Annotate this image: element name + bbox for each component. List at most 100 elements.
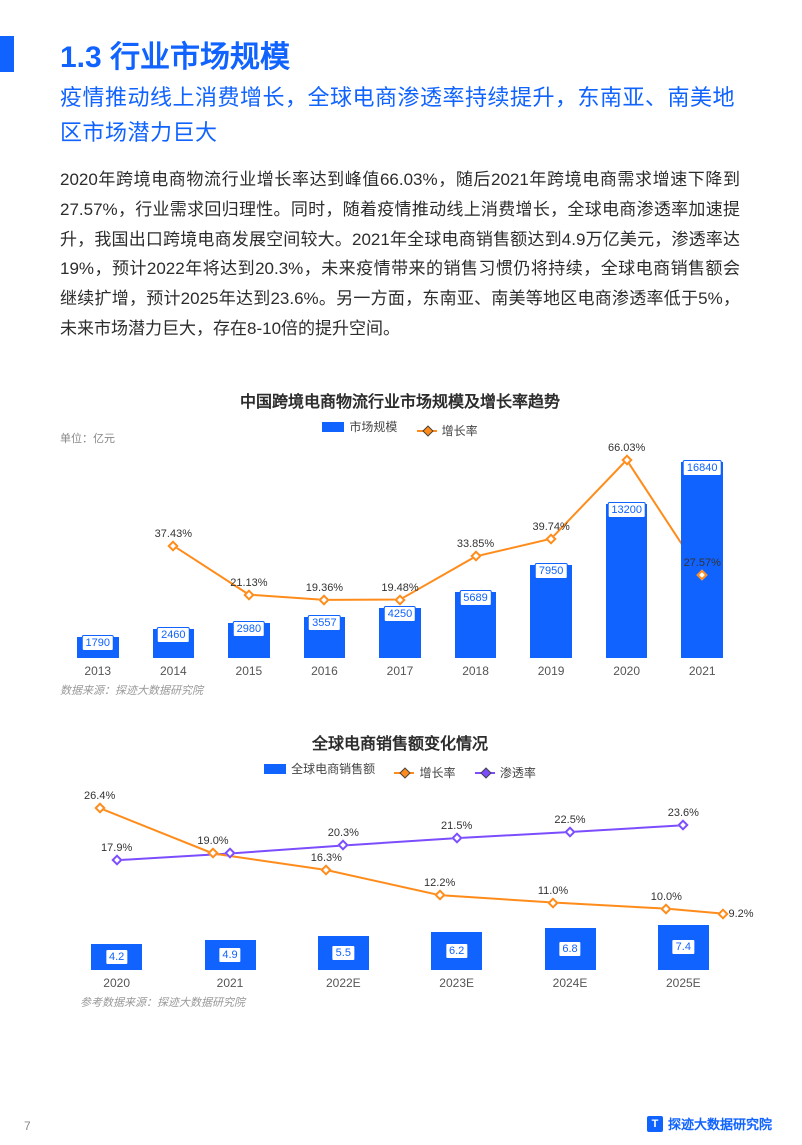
footer-logo-mark: T <box>647 1116 663 1132</box>
bar: 4.9 <box>205 940 256 970</box>
line-value-label: 19.48% <box>381 582 418 594</box>
line-point-growth <box>207 848 218 859</box>
chart2-title: 全球电商销售额变化情况 <box>60 730 740 754</box>
line-value-label: 39.74% <box>532 521 569 533</box>
x-axis-label: 2020 <box>103 976 130 990</box>
legend2-bar-label: 全球电商销售额 <box>291 760 375 777</box>
legend2-line2-label: 渗透率 <box>500 764 536 781</box>
line-point <box>319 594 330 605</box>
footer-logo: T 探迹大数据研究院 <box>647 1114 772 1133</box>
line-point-penetration <box>678 820 689 831</box>
line-point-penetration <box>224 848 235 859</box>
page-number: 7 <box>24 1119 31 1133</box>
line-point-growth <box>94 802 105 813</box>
line-value-label-growth: 11.0% <box>538 885 568 897</box>
swatch-bar <box>322 422 344 432</box>
legend-bar: 市场规模 <box>322 418 397 435</box>
line-value-label-growth: 19.0% <box>197 835 228 847</box>
bar-value-label: 7.4 <box>672 939 695 955</box>
bar-value-label: 6.2 <box>445 943 468 959</box>
x-axis-label: 2015 <box>236 664 263 678</box>
line-value-label-growth: 9.2% <box>728 908 753 920</box>
section-number: 1.3 <box>60 41 102 74</box>
x-axis-label: 2023E <box>439 976 474 990</box>
x-axis-label: 2016 <box>311 664 338 678</box>
x-axis-label: 2014 <box>160 664 187 678</box>
bar: 2980 <box>228 623 270 658</box>
bar-rect <box>606 504 648 658</box>
bar-value-label: 3557 <box>308 615 340 631</box>
chart-global-sales: 全球电商销售额变化情况 全球电商销售额 增长率 渗透率 4.2 2020 17.9%… <box>60 730 740 1010</box>
swatch2-line2 <box>475 772 495 774</box>
bar: 5.5 <box>318 936 369 970</box>
line-value-label-penetration: 17.9% <box>101 842 132 854</box>
bar-value-label: 1790 <box>82 635 114 651</box>
section-name: 行业市场规模 <box>110 41 290 74</box>
x-axis-label: 2022E <box>326 976 361 990</box>
x-axis-label: 2021 <box>689 664 716 678</box>
footer-org: 探迹大数据研究院 <box>668 1114 772 1133</box>
bar-value-label: 4.9 <box>218 947 241 963</box>
line-point <box>168 540 179 551</box>
line-value-label-growth: 26.4% <box>84 790 115 802</box>
line-value-label: 33.85% <box>457 538 494 550</box>
chart1-legend: 市场规模 增长率 <box>60 418 740 439</box>
x-axis-label: 2018 <box>462 664 489 678</box>
line-value-label-penetration: 23.6% <box>668 807 699 819</box>
bar-value-label: 4.2 <box>105 949 128 965</box>
line-value-label: 27.57% <box>684 557 721 569</box>
chart1-source: 数据来源：探迹大数据研究院 <box>60 682 203 698</box>
chart2-plot: 4.2202017.9%26.4%4.9202119.0%5.52022E20.… <box>60 786 740 970</box>
bar-value-label: 2460 <box>157 627 189 643</box>
bar-value-label: 6.8 <box>558 941 581 957</box>
line-value-label-penetration: 21.5% <box>441 820 472 832</box>
bar: 2460 <box>153 629 195 658</box>
line-point-growth <box>661 903 672 914</box>
bar-value-label: 5.5 <box>332 945 355 961</box>
section-subtitle: 疫情推动线上消费增长，全球电商渗透率持续提升，东南亚、南美地区市场潜力巨大 <box>60 80 740 150</box>
chart2-legend: 全球电商销售额 增长率 渗透率 <box>60 760 740 781</box>
bar: 3557 <box>304 617 346 658</box>
chart1-plot: 179020132460201437.43%2980201521.13%3557… <box>60 448 740 658</box>
legend2-line1-label: 增长率 <box>419 764 455 781</box>
line-point-penetration <box>564 826 575 837</box>
line-point-growth <box>434 890 445 901</box>
bar-value-label: 5689 <box>459 590 491 606</box>
chart-market-scale: 中国跨境电商物流行业市场规模及增长率趋势 市场规模 增长率 单位：亿元 1790… <box>60 388 740 698</box>
x-axis-label: 2024E <box>553 976 588 990</box>
bar-value-label: 2980 <box>233 621 265 637</box>
line-value-label-growth: 10.0% <box>651 891 682 903</box>
line-value-label-penetration: 22.5% <box>554 814 585 826</box>
chart1-unit: 单位：亿元 <box>60 430 115 446</box>
accent-bar <box>0 36 14 72</box>
section-title: 1.3 行业市场规模 <box>60 32 290 76</box>
bar: 4250 <box>379 608 421 658</box>
x-axis-label: 2025E <box>666 976 701 990</box>
line-point <box>545 533 556 544</box>
legend-line-label: 增长率 <box>442 422 478 439</box>
line-point-growth <box>717 908 728 919</box>
x-axis-label: 2013 <box>84 664 111 678</box>
line-value-label: 37.43% <box>155 528 192 540</box>
line-point <box>621 454 632 465</box>
bar: 7.4 <box>658 925 709 970</box>
legend2-line1: 增长率 <box>394 764 455 781</box>
line-value-label: 66.03% <box>608 442 645 454</box>
line-value-label-growth: 16.3% <box>311 852 342 864</box>
x-axis-label: 2021 <box>217 976 244 990</box>
bar-value-label: 16840 <box>683 460 722 476</box>
line-value-label-growth: 12.2% <box>424 877 455 889</box>
line-point <box>470 551 481 562</box>
line-point <box>243 589 254 600</box>
line-point-growth <box>547 897 558 908</box>
chart2-source: 参考数据来源：探迹大数据研究院 <box>80 994 245 1010</box>
bar: 6.8 <box>545 928 596 970</box>
bar: 5689 <box>455 592 497 658</box>
bar: 1790 <box>77 637 119 658</box>
line-point-penetration <box>451 832 462 843</box>
chart2-line-svg <box>60 786 740 970</box>
line-value-label-penetration: 20.3% <box>328 827 359 839</box>
x-axis-label: 2017 <box>387 664 414 678</box>
bar: 7950 <box>530 565 572 658</box>
line-value-label: 19.36% <box>306 582 343 594</box>
